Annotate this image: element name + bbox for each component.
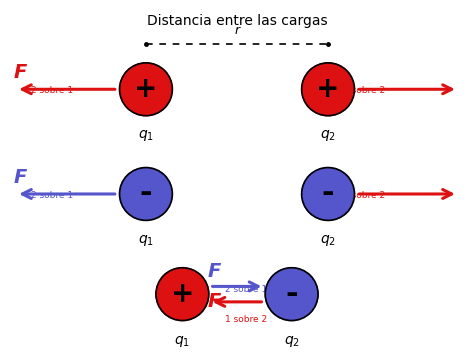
Circle shape: [265, 268, 318, 320]
Text: r: r: [235, 24, 239, 37]
Text: 1 sobre 2: 1 sobre 2: [343, 191, 385, 200]
Text: -: -: [322, 179, 334, 209]
Text: +: +: [171, 280, 194, 308]
Text: F: F: [14, 63, 27, 82]
Text: Distancia entre las cargas: Distancia entre las cargas: [146, 14, 328, 28]
Text: F: F: [208, 262, 221, 281]
Text: F: F: [326, 168, 339, 187]
Text: F: F: [326, 63, 339, 82]
Circle shape: [119, 167, 173, 221]
Text: $q_1$: $q_1$: [174, 334, 191, 349]
Text: -: -: [285, 280, 298, 309]
Circle shape: [301, 63, 355, 116]
Text: 2 sobre 1: 2 sobre 1: [31, 191, 73, 200]
Text: -: -: [140, 179, 152, 209]
Text: +: +: [316, 75, 340, 103]
Text: +: +: [134, 75, 158, 103]
Circle shape: [301, 167, 355, 221]
Text: 1 sobre 2: 1 sobre 2: [225, 315, 267, 324]
Text: $q_2$: $q_2$: [283, 334, 300, 349]
Circle shape: [156, 268, 209, 320]
Text: 2 sobre 1: 2 sobre 1: [31, 86, 73, 95]
Text: 2 sobre 1: 2 sobre 1: [225, 285, 267, 294]
Text: F: F: [14, 168, 27, 187]
Text: $q_1$: $q_1$: [138, 233, 154, 248]
Text: 1 sobre 2: 1 sobre 2: [343, 86, 385, 95]
Text: $q_2$: $q_2$: [320, 128, 336, 143]
Circle shape: [119, 63, 173, 116]
Text: $q_1$: $q_1$: [138, 128, 154, 143]
Text: $q_2$: $q_2$: [320, 233, 336, 248]
Text: F: F: [208, 292, 221, 312]
